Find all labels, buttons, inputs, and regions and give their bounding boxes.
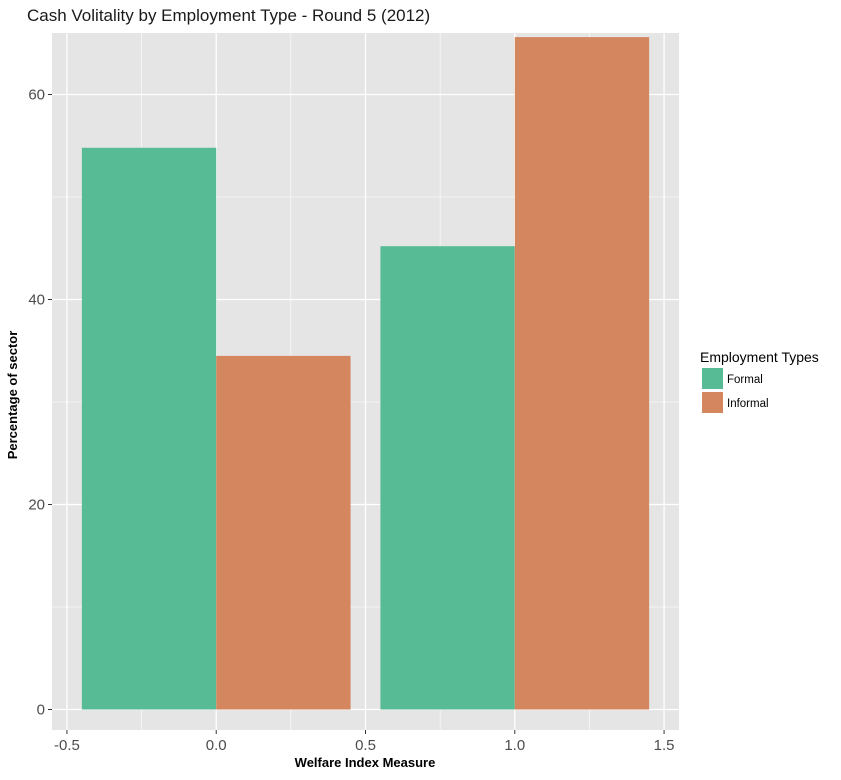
y-tick-label: 60 xyxy=(28,87,45,104)
legend-swatch-formal xyxy=(702,368,723,389)
x-axis: -0.5 0.0 0.5 1.0 1.5 xyxy=(54,730,675,754)
y-axis: 0 20 40 60 xyxy=(28,87,52,719)
legend-title: Employment Types xyxy=(700,349,819,365)
x-axis-title: Welfare Index Measure xyxy=(295,755,436,770)
bar-formal-0 xyxy=(81,147,217,710)
bar-informal-1 xyxy=(514,37,650,710)
legend-swatch-informal xyxy=(702,392,723,413)
legend: Employment Types Formal Informal xyxy=(700,349,819,413)
x-tick-label: 1.0 xyxy=(504,737,525,754)
bar-formal-1 xyxy=(380,246,515,710)
x-tick-label: -0.5 xyxy=(54,737,80,754)
bar-informal-0 xyxy=(216,355,351,710)
y-tick-label: 0 xyxy=(37,702,45,719)
x-tick-label: 1.5 xyxy=(654,737,675,754)
y-tick-label: 40 xyxy=(28,292,45,309)
x-tick-label: 0.5 xyxy=(355,737,376,754)
legend-label-formal: Formal xyxy=(727,374,763,386)
bars xyxy=(81,37,650,710)
legend-label-informal: Informal xyxy=(727,398,769,410)
y-tick-label: 20 xyxy=(28,497,45,514)
x-tick-label: 0.0 xyxy=(206,737,227,754)
chart-title: Cash Volitality by Employment Type - Rou… xyxy=(27,6,430,25)
y-axis-title: Percentage of sector xyxy=(5,331,20,460)
